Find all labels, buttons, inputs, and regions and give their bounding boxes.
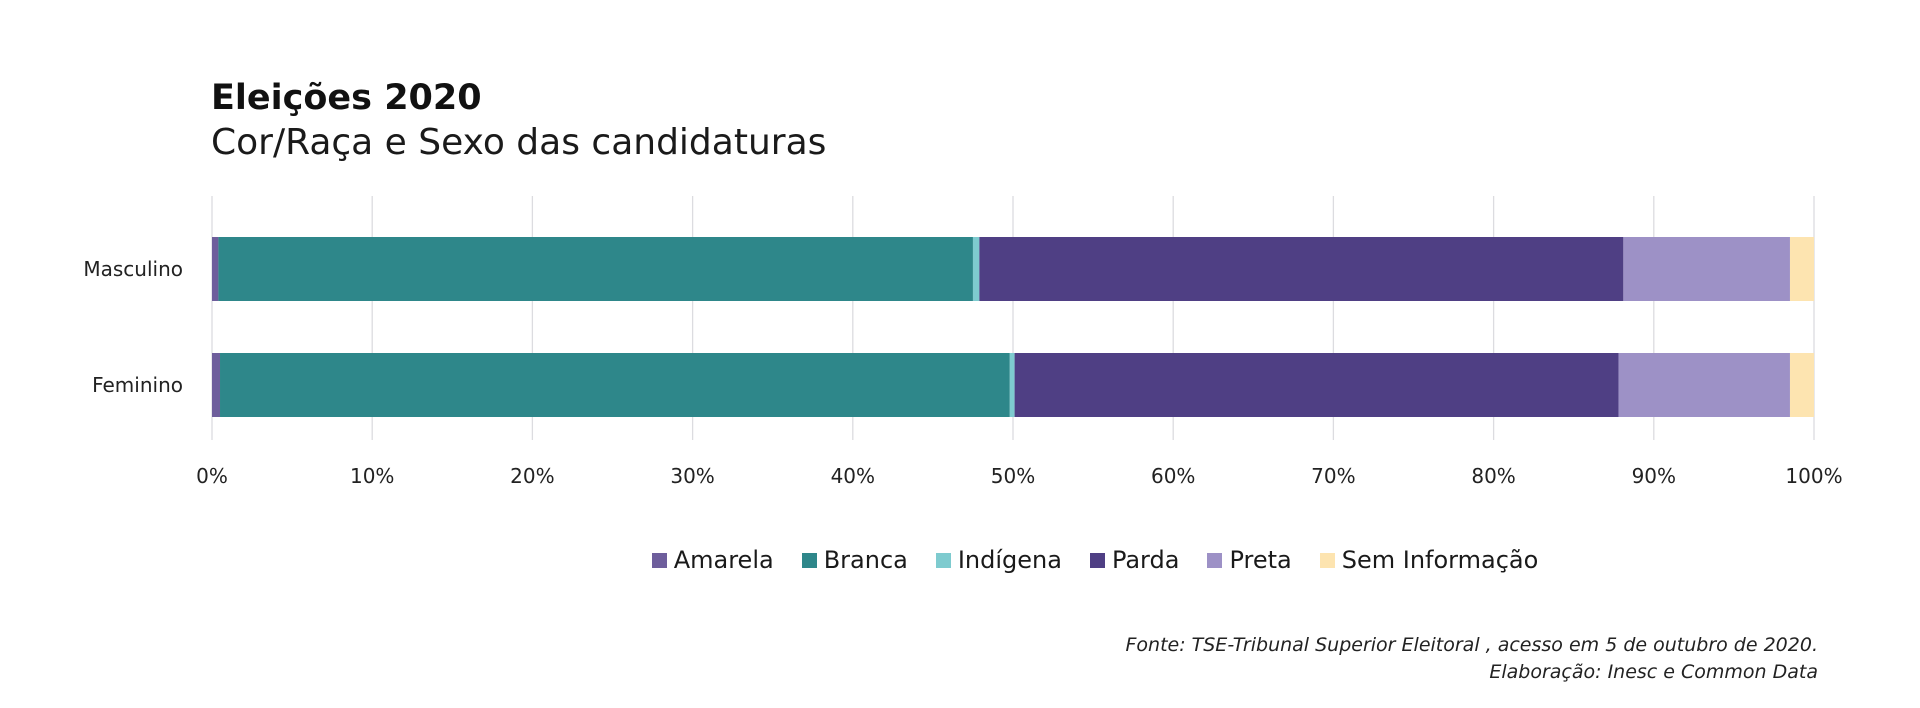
bar-segment-parda bbox=[1014, 353, 1619, 417]
bar-segment-indígena bbox=[972, 237, 980, 301]
legend-swatch bbox=[935, 552, 951, 568]
chart-title: Eleições 2020 bbox=[211, 78, 482, 118]
category-label: Masculino bbox=[83, 257, 183, 281]
bar-segment-preta bbox=[1623, 237, 1790, 301]
bar-segment-branca bbox=[220, 353, 1010, 417]
x-tick-label: 60% bbox=[1151, 464, 1195, 488]
x-tick-label: 30% bbox=[670, 464, 714, 488]
x-tick-label: 90% bbox=[1632, 464, 1676, 488]
bar-segment-parda bbox=[979, 237, 1624, 301]
legend-swatch bbox=[801, 552, 817, 568]
bar-segment-indígena bbox=[1009, 353, 1015, 417]
legend-label: Indígena bbox=[957, 546, 1062, 574]
legend-swatch bbox=[1089, 552, 1105, 568]
credit-line: Elaboração: Inesc e Common Data bbox=[1489, 661, 1818, 683]
legend-item: Preta bbox=[1207, 546, 1292, 574]
x-tick-label: 40% bbox=[831, 464, 875, 488]
x-tick-label: 20% bbox=[510, 464, 554, 488]
legend-swatch bbox=[651, 552, 667, 568]
legend-item: Indígena bbox=[935, 546, 1062, 574]
x-tick-label: 50% bbox=[991, 464, 1035, 488]
legend-label: Parda bbox=[1111, 546, 1180, 574]
bar-segment-preta bbox=[1618, 353, 1790, 417]
category-label: Feminino bbox=[92, 373, 183, 397]
legend-swatch bbox=[1207, 552, 1223, 568]
bar-segment-amarela bbox=[212, 353, 221, 417]
legend-label: Sem Informação bbox=[1341, 546, 1539, 574]
source-note: Fonte: TSE-Tribunal Superior Eleitoral ,… bbox=[1125, 632, 1818, 686]
legend-item: Branca bbox=[801, 546, 908, 574]
legend-label: Preta bbox=[1229, 546, 1292, 574]
legend: Amarela Branca Indígena Parda Preta Sem Infor… bbox=[0, 546, 1920, 574]
chart-subtitle: Cor/Raça e Sexo das candidaturas bbox=[211, 122, 827, 163]
bar-segment-amarela bbox=[212, 237, 219, 301]
x-tick-label: 100% bbox=[1785, 464, 1842, 488]
legend-item: Amarela bbox=[651, 546, 774, 574]
legend-label: Branca bbox=[823, 546, 908, 574]
source-line: Fonte: TSE-Tribunal Superior Eleitoral ,… bbox=[1125, 634, 1818, 656]
x-tick-label: 80% bbox=[1471, 464, 1515, 488]
bar-segment-sem-informação bbox=[1789, 237, 1814, 301]
x-tick-label: 0% bbox=[196, 464, 228, 488]
legend-item: Parda bbox=[1089, 546, 1180, 574]
x-tick-label: 10% bbox=[350, 464, 394, 488]
legend-item: Sem Informação bbox=[1319, 546, 1539, 574]
x-tick-label: 70% bbox=[1311, 464, 1355, 488]
bar-segment-branca bbox=[218, 237, 973, 301]
legend-swatch bbox=[1319, 552, 1335, 568]
bar-segment-sem-informação bbox=[1789, 353, 1814, 417]
legend-label: Amarela bbox=[673, 546, 774, 574]
